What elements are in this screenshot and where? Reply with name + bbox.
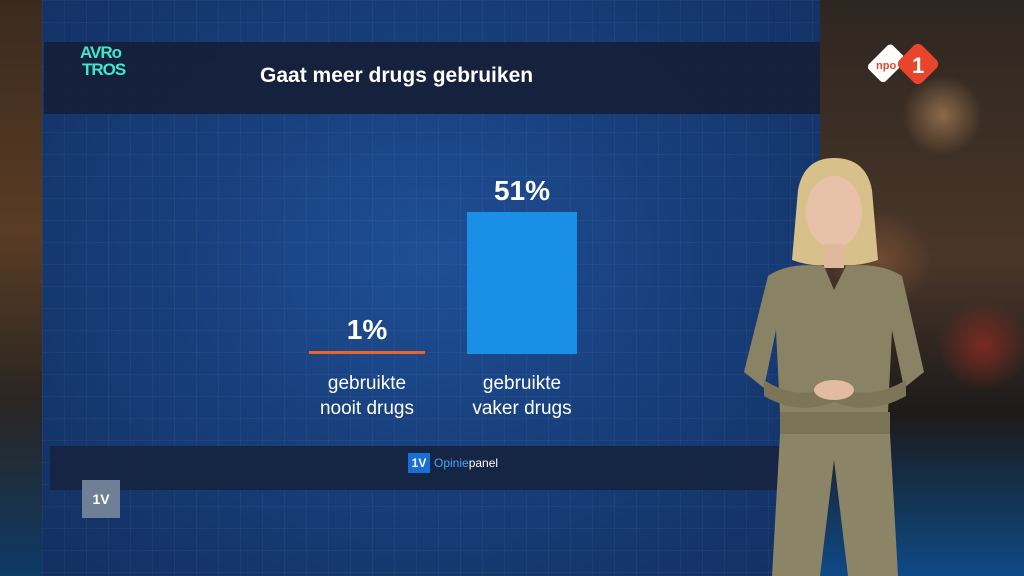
- source-name-part2: panel: [468, 456, 499, 470]
- bar-1: [309, 351, 425, 354]
- source-badge-icon: 1V: [408, 453, 430, 473]
- title-bar: [44, 42, 820, 114]
- value-label-1: 1%: [347, 314, 388, 345]
- npo-logo-text: npo: [876, 60, 896, 72]
- presenter-figure: [744, 158, 924, 576]
- studio-background-left: [0, 0, 50, 576]
- footer-bar: [50, 446, 820, 490]
- npo-logo-number: 1: [912, 53, 924, 78]
- chart-title: Gaat meer drugs gebruiken: [260, 64, 534, 87]
- bar-2: [467, 212, 577, 354]
- category-label-2-line-1: gebruikte: [483, 373, 561, 394]
- source-label: 1V Opiniepanel: [408, 452, 498, 474]
- category-label-1-line-2: nooit drugs: [320, 398, 414, 419]
- category-label-2-line-2: vaker drugs: [472, 398, 571, 419]
- source-name-part1: Opinie: [434, 456, 469, 470]
- source-name: Opiniepanel: [434, 456, 498, 470]
- avrotros-logo: AVRo TROS: [80, 44, 140, 88]
- corner-logo: 1V: [82, 480, 120, 518]
- value-label-2: 51%: [494, 175, 550, 206]
- avrotros-logo-line1: AVRo: [80, 43, 122, 62]
- category-label-1-line-1: gebruikte: [328, 373, 406, 394]
- npo1-logo: npo 1: [868, 43, 939, 85]
- avrotros-logo-line2: TROS: [82, 60, 126, 79]
